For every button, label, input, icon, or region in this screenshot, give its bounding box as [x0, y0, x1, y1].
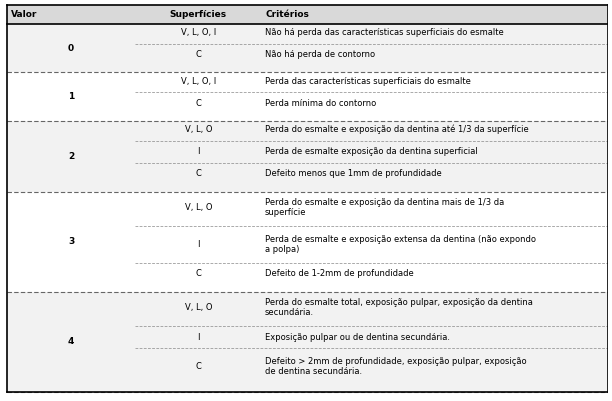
- Text: Critérios: Critérios: [265, 10, 309, 19]
- Text: V, L, O, I: V, L, O, I: [181, 77, 216, 86]
- Text: 0: 0: [68, 44, 74, 53]
- Text: Defeito > 2mm de profundidade, exposição pulpar, exposição
de dentina secundária: Defeito > 2mm de profundidade, exposição…: [265, 357, 527, 376]
- Text: Não há perda das características superficiais do esmalte: Não há perda das características superfi…: [265, 28, 504, 37]
- Text: I: I: [197, 333, 200, 342]
- Text: Superfícies: Superfícies: [170, 10, 227, 19]
- Text: C: C: [195, 269, 201, 278]
- Text: Perda do esmalte e exposição da dentina mais de 1/3 da
superfície: Perda do esmalte e exposição da dentina …: [265, 198, 504, 217]
- Bar: [7, 192, 608, 292]
- Bar: [7, 292, 608, 392]
- Text: Perda do esmalte total, exposição pulpar, exposição da dentina
secundária.: Perda do esmalte total, exposição pulpar…: [265, 298, 533, 318]
- Text: V, L, O: V, L, O: [185, 303, 212, 312]
- Text: Perda das características superficiais do esmalte: Perda das características superficiais d…: [265, 77, 471, 86]
- Text: 1: 1: [68, 92, 74, 101]
- Bar: [7, 5, 608, 24]
- Bar: [7, 24, 608, 72]
- Text: C: C: [195, 99, 201, 108]
- Text: V, L, O: V, L, O: [185, 203, 212, 212]
- Text: Valor: Valor: [10, 10, 37, 19]
- Text: C: C: [195, 362, 201, 371]
- Text: Perda do esmalte e exposição da dentina até 1/3 da superfície: Perda do esmalte e exposição da dentina …: [265, 125, 529, 134]
- Text: Não há perda de contorno: Não há perda de contorno: [265, 50, 375, 59]
- Text: Defeito menos que 1mm de profundidade: Defeito menos que 1mm de profundidade: [265, 169, 442, 178]
- Bar: [7, 72, 608, 121]
- Text: I: I: [197, 147, 200, 156]
- Text: Perda de esmalte exposição da dentina superficial: Perda de esmalte exposição da dentina su…: [265, 147, 478, 156]
- Text: 3: 3: [68, 237, 74, 246]
- Text: C: C: [195, 50, 201, 59]
- Text: I: I: [197, 240, 200, 249]
- Text: C: C: [195, 169, 201, 178]
- Text: Defeito de 1-2mm de profundidade: Defeito de 1-2mm de profundidade: [265, 269, 414, 278]
- Text: V, L, O, I: V, L, O, I: [181, 28, 216, 37]
- Text: Perda mínima do contorno: Perda mínima do contorno: [265, 99, 376, 108]
- Text: 4: 4: [68, 337, 74, 346]
- Text: V, L, O: V, L, O: [185, 125, 212, 134]
- Text: Perda de esmalte e exposição extensa da dentina (não expondo
a polpa): Perda de esmalte e exposição extensa da …: [265, 235, 536, 254]
- Bar: [7, 121, 608, 192]
- Text: 2: 2: [68, 152, 74, 161]
- Text: Exposição pulpar ou de dentina secundária.: Exposição pulpar ou de dentina secundári…: [265, 333, 450, 342]
